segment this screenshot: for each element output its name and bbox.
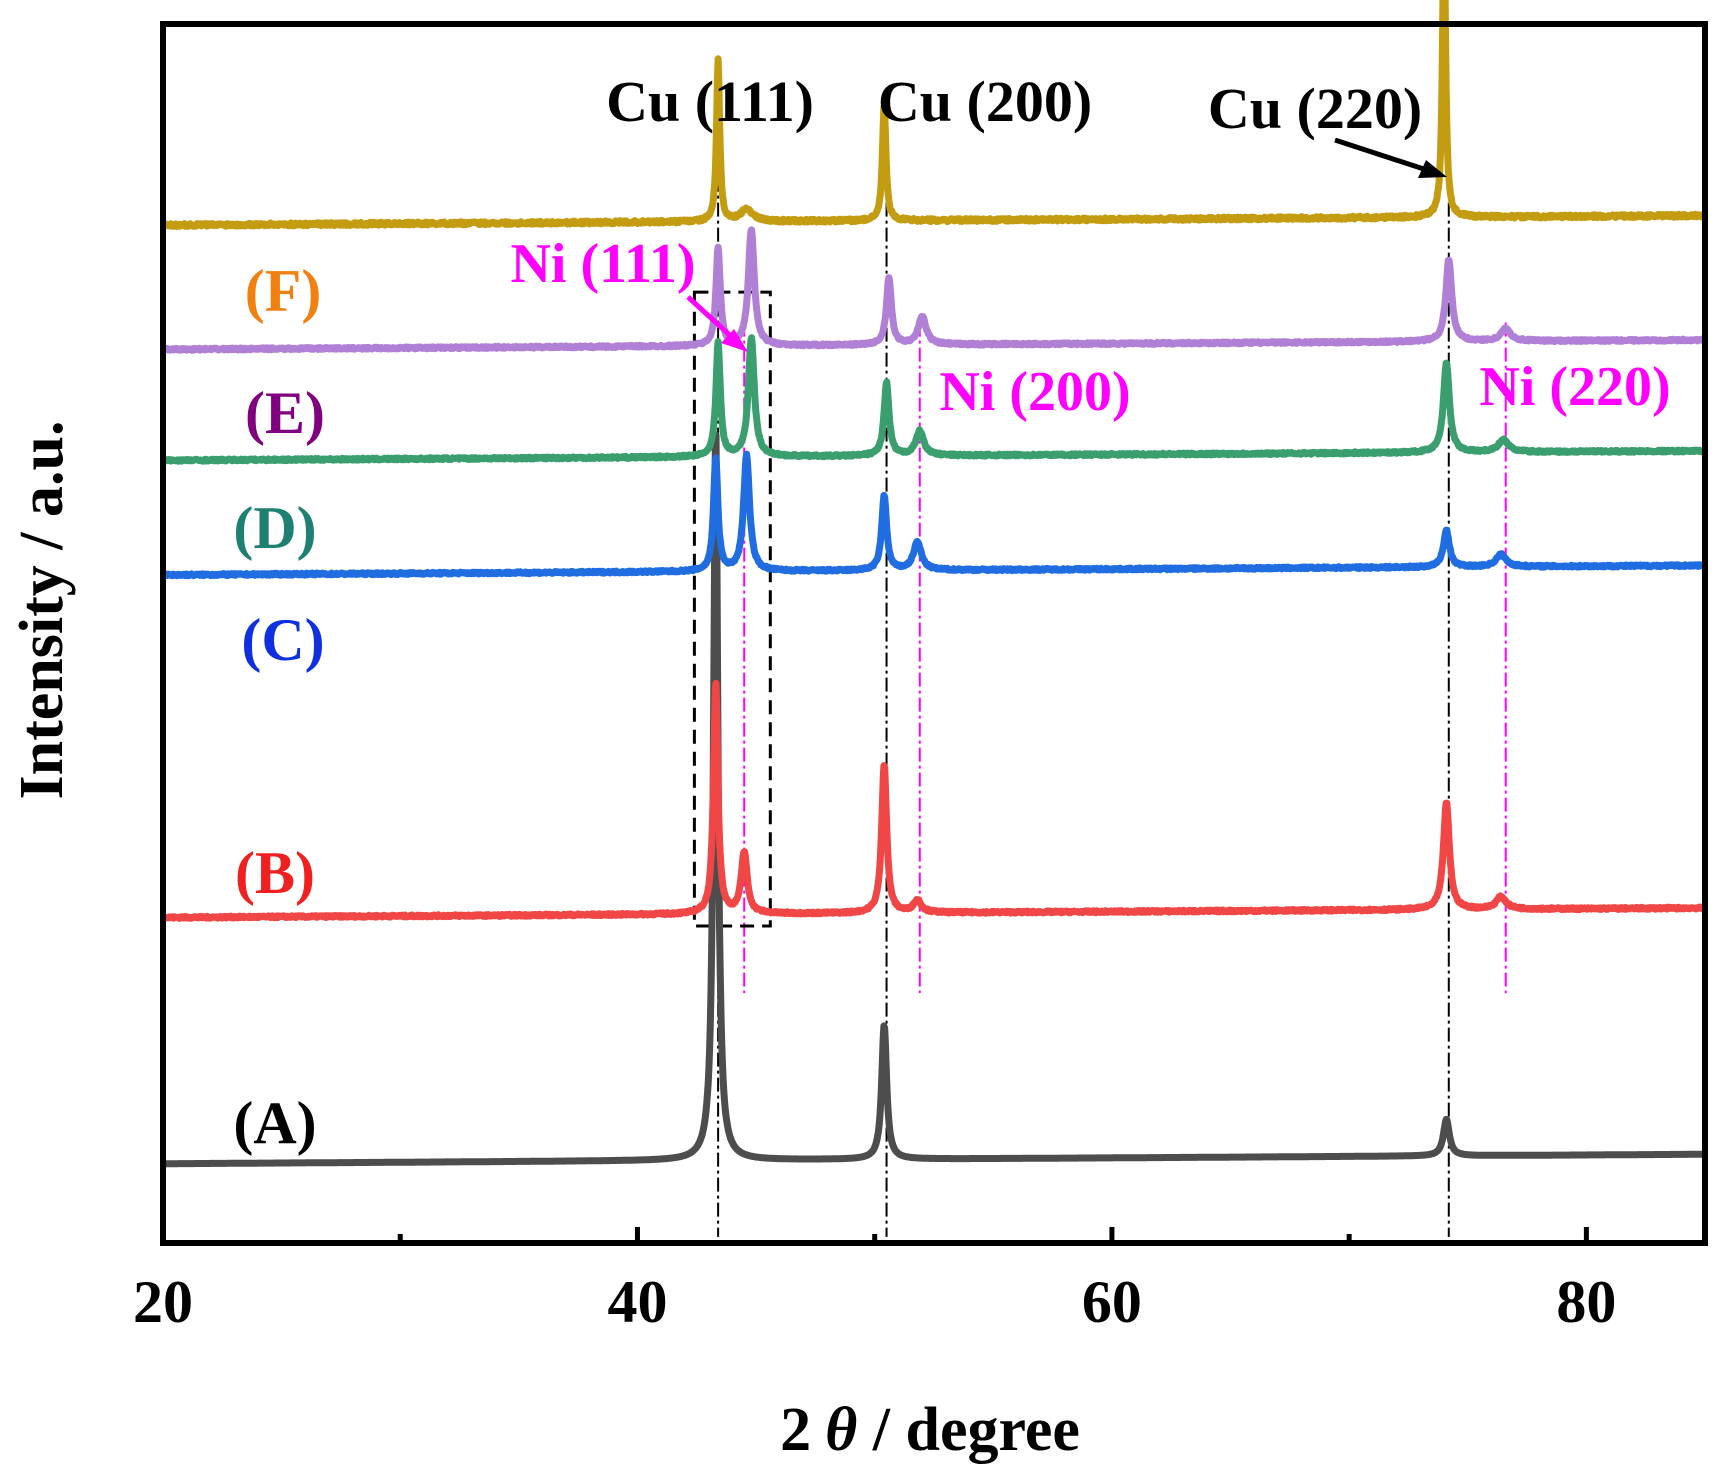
- x-tick-label: 40: [607, 1269, 667, 1335]
- x-tick-label: 80: [1556, 1269, 1616, 1335]
- ni-highlight-box: [692, 290, 772, 928]
- ni-111-dashed-box: [692, 290, 772, 928]
- x-tick-label: 20: [133, 1269, 193, 1335]
- annotation-ni-111: Ni (111): [510, 233, 695, 295]
- series-line-2: [160, 450, 1708, 580]
- series-label-d: (D): [233, 495, 316, 561]
- series-group: [160, 0, 1708, 1168]
- series-line-5: [160, 0, 1708, 230]
- series-label-f: (F): [245, 258, 322, 324]
- annotation-ni-220: Ni (220): [1479, 356, 1670, 418]
- series-line-4: [160, 226, 1708, 354]
- series-label-c: (C): [241, 607, 324, 673]
- arrow-ni-111: [686, 295, 748, 352]
- series-label-a: (A): [233, 1090, 316, 1156]
- x-axis-ticks: 20 40 60 80: [133, 1227, 1616, 1335]
- reference-lines: [717, 127, 1507, 1237]
- annotation-cu-220: Cu (220): [1208, 76, 1422, 141]
- annotation-cu-111: Cu (111): [606, 69, 814, 134]
- series-line-0: [160, 431, 1708, 1168]
- series-label-b: (B): [235, 840, 315, 906]
- arrow-cu-220: [1334, 137, 1447, 178]
- series-label-e: (E): [245, 380, 325, 446]
- annotation-ni-200: Ni (200): [939, 361, 1130, 423]
- plot-frame: [160, 21, 1708, 1246]
- y-axis-label: Intensity / a.u.: [8, 421, 76, 800]
- x-tick-label: 60: [1082, 1269, 1142, 1335]
- series-line-1: [160, 679, 1708, 922]
- series-line-3: [160, 334, 1708, 465]
- annotation-cu-200: Cu (200): [878, 69, 1092, 134]
